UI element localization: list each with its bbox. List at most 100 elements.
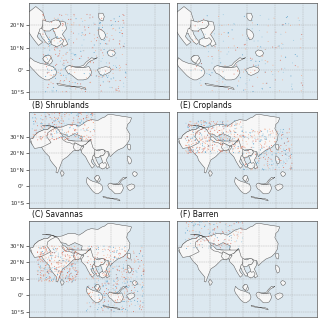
Point bbox=[88, 73, 93, 78]
Point bbox=[125, 279, 130, 284]
Point bbox=[51, 81, 56, 86]
Point bbox=[79, 43, 84, 48]
Point bbox=[269, 162, 274, 167]
Text: (F) Barren: (F) Barren bbox=[180, 210, 218, 219]
Point bbox=[45, 274, 51, 279]
Point bbox=[76, 255, 81, 260]
Point bbox=[265, 156, 270, 162]
Point bbox=[208, 142, 213, 148]
Polygon shape bbox=[100, 150, 109, 169]
Point bbox=[96, 287, 101, 292]
Point bbox=[183, 121, 188, 126]
Point bbox=[66, 253, 71, 259]
Point bbox=[228, 137, 234, 142]
Point bbox=[90, 133, 95, 138]
Point bbox=[52, 137, 57, 142]
Point bbox=[83, 137, 88, 142]
Point bbox=[122, 245, 127, 250]
Point bbox=[257, 59, 262, 64]
Point bbox=[121, 286, 126, 292]
Point bbox=[43, 74, 48, 79]
Point bbox=[138, 305, 143, 310]
Point bbox=[232, 143, 237, 148]
Point bbox=[207, 138, 212, 143]
Point bbox=[64, 275, 69, 280]
Point bbox=[103, 37, 108, 42]
Point bbox=[200, 20, 205, 25]
Point bbox=[57, 260, 62, 265]
Point bbox=[276, 44, 282, 49]
Point bbox=[207, 221, 212, 226]
Point bbox=[197, 132, 202, 137]
Point bbox=[226, 87, 231, 92]
Point bbox=[59, 277, 64, 283]
Point bbox=[291, 38, 296, 43]
Point bbox=[278, 146, 283, 151]
Point bbox=[245, 70, 250, 75]
Point bbox=[243, 156, 248, 161]
Point bbox=[60, 127, 65, 132]
Point bbox=[55, 127, 60, 132]
Point bbox=[253, 137, 259, 142]
Polygon shape bbox=[210, 137, 239, 146]
Point bbox=[39, 278, 44, 284]
Point bbox=[187, 142, 192, 148]
Point bbox=[108, 244, 113, 250]
Point bbox=[65, 50, 70, 55]
Point bbox=[53, 127, 58, 132]
Point bbox=[57, 275, 62, 280]
Point bbox=[43, 124, 48, 129]
Point bbox=[113, 86, 118, 92]
Point bbox=[189, 142, 194, 147]
Point bbox=[194, 236, 199, 241]
Point bbox=[247, 150, 252, 155]
Point bbox=[105, 50, 110, 55]
Polygon shape bbox=[73, 252, 81, 260]
Point bbox=[79, 110, 84, 115]
Point bbox=[252, 132, 257, 138]
Point bbox=[61, 58, 67, 63]
Point bbox=[281, 70, 286, 75]
Point bbox=[214, 123, 219, 128]
Point bbox=[82, 134, 87, 139]
Point bbox=[114, 286, 119, 291]
Point bbox=[91, 60, 96, 65]
Point bbox=[232, 22, 237, 27]
Point bbox=[96, 293, 101, 298]
Point bbox=[59, 68, 64, 73]
Point bbox=[81, 48, 86, 53]
Point bbox=[278, 158, 284, 163]
Point bbox=[79, 112, 84, 117]
Point bbox=[67, 71, 72, 76]
Point bbox=[279, 53, 284, 59]
Point bbox=[245, 163, 251, 168]
Point bbox=[278, 58, 283, 63]
Point bbox=[67, 67, 72, 72]
Point bbox=[183, 230, 188, 236]
Point bbox=[72, 127, 77, 132]
Point bbox=[210, 124, 215, 130]
Point bbox=[90, 244, 95, 250]
Point bbox=[113, 298, 118, 303]
Point bbox=[139, 286, 144, 292]
Point bbox=[135, 299, 140, 304]
Point bbox=[51, 118, 56, 123]
Point bbox=[200, 139, 205, 144]
Point bbox=[109, 263, 114, 268]
Point bbox=[225, 136, 230, 141]
Point bbox=[229, 238, 234, 243]
Point bbox=[192, 223, 197, 228]
Point bbox=[207, 121, 212, 126]
Point bbox=[220, 136, 225, 141]
Polygon shape bbox=[255, 50, 264, 57]
Point bbox=[260, 54, 265, 59]
Point bbox=[269, 158, 274, 164]
Point bbox=[74, 113, 79, 118]
Point bbox=[281, 147, 286, 152]
Point bbox=[52, 266, 57, 271]
Polygon shape bbox=[69, 58, 97, 68]
Point bbox=[264, 136, 269, 141]
Point bbox=[264, 137, 269, 142]
Point bbox=[66, 136, 71, 141]
Point bbox=[106, 79, 111, 84]
